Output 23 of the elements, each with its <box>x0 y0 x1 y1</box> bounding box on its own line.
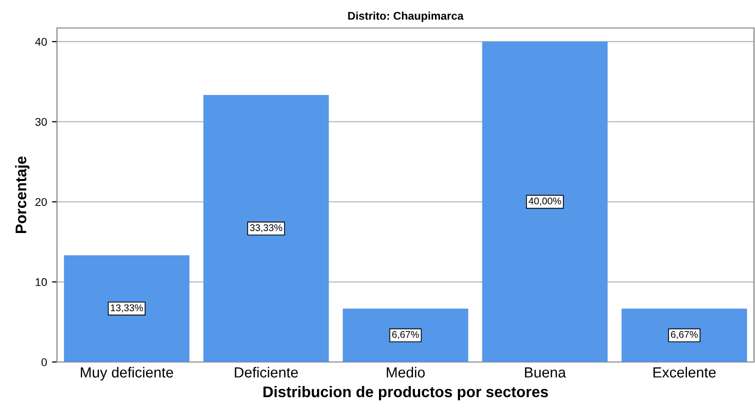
data-label: 13,33% <box>110 304 143 312</box>
bar <box>342 308 468 362</box>
y-tick-label: 20 <box>35 198 47 206</box>
chart-title: Distrito: Chaupimarca <box>348 12 464 22</box>
bar <box>203 95 329 362</box>
y-tick-label: 40 <box>35 38 47 46</box>
y-tick-label: 30 <box>35 118 47 126</box>
x-tick-label: Deficiente <box>234 366 298 378</box>
x-tick-label: Medio <box>386 366 425 378</box>
data-label: 6,67% <box>671 331 698 340</box>
x-axis-title: Distribucion de productos por sectores <box>263 386 548 400</box>
y-tick-label: 0 <box>42 358 47 366</box>
data-label: 40,00% <box>528 198 562 206</box>
x-tick-label: Muy deficiente <box>80 366 174 380</box>
bar <box>622 308 748 362</box>
data-label: 33,33% <box>250 224 282 232</box>
x-tick-label: Buena <box>525 367 566 378</box>
x-tick-label: Excelente <box>653 366 716 378</box>
bar <box>64 255 190 362</box>
y-axis-title: Porcentaje <box>15 156 30 234</box>
data-label: 6,67% <box>392 331 419 340</box>
y-tick-label: 10 <box>36 278 47 286</box>
bar <box>482 42 608 362</box>
